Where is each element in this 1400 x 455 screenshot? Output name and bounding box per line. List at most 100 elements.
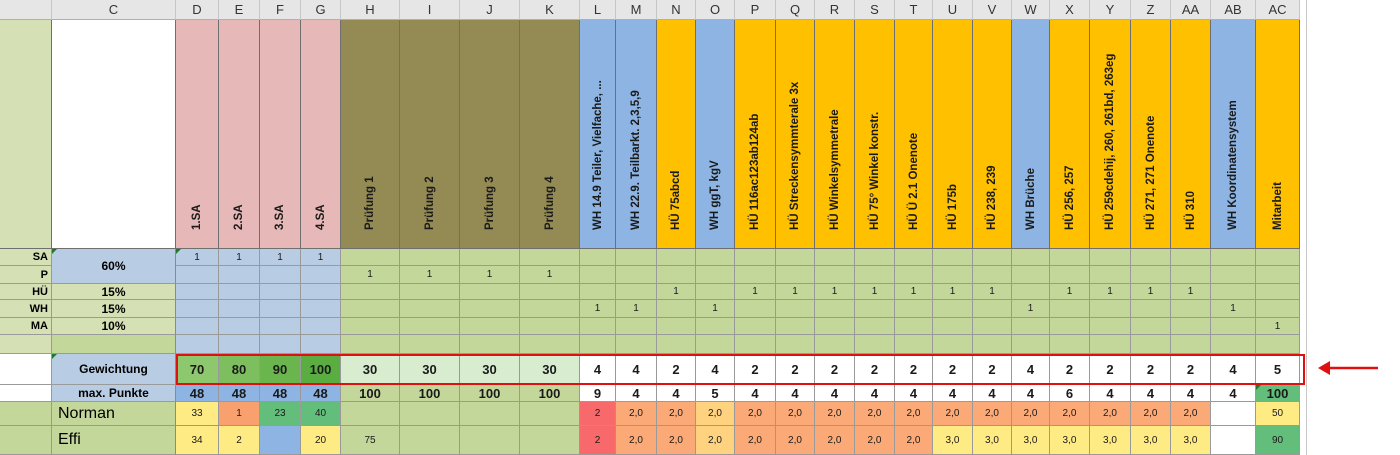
header-cell-k[interactable]: Prüfung 4	[520, 20, 580, 249]
category-mark[interactable]	[1211, 284, 1256, 300]
blank-cell[interactable]	[1211, 335, 1256, 354]
student-score[interactable]: 33	[176, 402, 219, 426]
blank-cell[interactable]	[776, 335, 815, 354]
category-mark[interactable]	[1211, 318, 1256, 335]
category-mark[interactable]: 1	[260, 249, 301, 266]
max-points-value[interactable]: 9	[580, 385, 616, 402]
column-header-corner[interactable]	[0, 0, 52, 20]
category-mark[interactable]	[895, 249, 933, 266]
header-cell-i[interactable]: Prüfung 2	[400, 20, 460, 249]
category-mark[interactable]: 1	[895, 284, 933, 300]
student-score[interactable]: 2,0	[776, 426, 815, 455]
blank-cell[interactable]	[696, 335, 735, 354]
max-points-value[interactable]: 4	[1171, 385, 1211, 402]
category-mark[interactable]: 1	[657, 284, 696, 300]
student-name[interactable]: Effi	[52, 426, 176, 455]
student-score[interactable]: 2,0	[815, 426, 855, 455]
weighting-value[interactable]: 4	[1012, 354, 1050, 385]
header-cell-aa[interactable]: HÜ 310	[1171, 20, 1211, 249]
row-label-student[interactable]	[0, 402, 52, 426]
category-mark[interactable]: 1	[696, 300, 735, 318]
column-header-g[interactable]: G	[301, 0, 341, 20]
student-score[interactable]	[1211, 402, 1256, 426]
student-score[interactable]: 2,0	[735, 426, 776, 455]
header-cell-u[interactable]: HÜ 175b	[933, 20, 973, 249]
weighting-value[interactable]: 2	[815, 354, 855, 385]
category-mark[interactable]: 1	[1050, 284, 1090, 300]
student-score[interactable]	[260, 426, 301, 455]
student-score[interactable]: 2,0	[696, 402, 735, 426]
blank-cell[interactable]	[855, 335, 895, 354]
category-mark[interactable]	[776, 249, 815, 266]
weighting-value[interactable]: 4	[616, 354, 657, 385]
category-mark[interactable]	[1090, 300, 1131, 318]
student-score[interactable]	[1211, 426, 1256, 455]
category-mark[interactable]	[460, 249, 520, 266]
student-score[interactable]: 90	[1256, 426, 1300, 455]
student-score[interactable]: 2,0	[657, 426, 696, 455]
header-cell-t[interactable]: HÜ Ü 2.1 Onenote	[895, 20, 933, 249]
student-score[interactable]: 3,0	[933, 426, 973, 455]
weighting-value[interactable]: 2	[855, 354, 895, 385]
category-mark[interactable]	[520, 300, 580, 318]
max-points-value[interactable]: 4	[776, 385, 815, 402]
category-mark[interactable]	[219, 318, 260, 335]
column-header-r[interactable]: R	[815, 0, 855, 20]
max-points-value[interactable]: 48	[176, 385, 219, 402]
student-score[interactable]: 2,0	[1050, 402, 1090, 426]
student-score[interactable]: 2,0	[696, 426, 735, 455]
category-mark[interactable]	[657, 318, 696, 335]
weighting-value[interactable]: 2	[776, 354, 815, 385]
category-mark[interactable]: 1	[933, 284, 973, 300]
student-score[interactable]: 3,0	[973, 426, 1012, 455]
header-cell-y[interactable]: HÜ 259cdehij, 260, 261bd, 263eg	[1090, 20, 1131, 249]
student-score[interactable]: 2,0	[657, 402, 696, 426]
category-mark[interactable]	[855, 249, 895, 266]
weighting-value[interactable]: 30	[400, 354, 460, 385]
blank-cell[interactable]	[520, 335, 580, 354]
category-mark[interactable]	[616, 266, 657, 284]
student-score[interactable]: 2,0	[616, 402, 657, 426]
column-header-ac[interactable]: AC	[1256, 0, 1300, 20]
weighting-value[interactable]: 4	[580, 354, 616, 385]
student-score[interactable]: 2,0	[933, 402, 973, 426]
category-mark[interactable]	[1211, 249, 1256, 266]
category-mark[interactable]	[895, 266, 933, 284]
student-score[interactable]: 2,0	[1131, 402, 1171, 426]
weighting-value[interactable]: 2	[735, 354, 776, 385]
column-header-c[interactable]: C	[52, 0, 176, 20]
category-mark[interactable]	[219, 284, 260, 300]
category-mark[interactable]	[657, 266, 696, 284]
column-header-o[interactable]: O	[696, 0, 735, 20]
column-header-u[interactable]: U	[933, 0, 973, 20]
max-points-value[interactable]: 4	[1012, 385, 1050, 402]
max-points-value[interactable]: 4	[973, 385, 1012, 402]
blank-cell[interactable]	[460, 335, 520, 354]
category-mark[interactable]: 1	[1171, 284, 1211, 300]
student-score[interactable]: 2	[219, 426, 260, 455]
header-cell-h[interactable]: Prüfung 1	[341, 20, 400, 249]
header-cell-n[interactable]: HÜ 75abcd	[657, 20, 696, 249]
column-header-k[interactable]: K	[520, 0, 580, 20]
max-points-value[interactable]: 5	[696, 385, 735, 402]
weighting-value[interactable]: 2	[973, 354, 1012, 385]
student-name[interactable]: Norman	[52, 402, 176, 426]
category-mark[interactable]: 1	[855, 284, 895, 300]
category-mark[interactable]	[341, 318, 400, 335]
max-points-value[interactable]: 100	[1256, 385, 1300, 402]
category-mark[interactable]	[301, 266, 341, 284]
category-mark[interactable]	[1131, 266, 1171, 284]
category-mark[interactable]	[1090, 249, 1131, 266]
blank-cell[interactable]	[260, 335, 301, 354]
category-mark[interactable]: 1	[520, 266, 580, 284]
header-cell-q[interactable]: HÜ Streckensymmterale 3x	[776, 20, 815, 249]
category-mark[interactable]	[815, 266, 855, 284]
category-mark[interactable]	[855, 266, 895, 284]
student-score[interactable]: 2,0	[735, 402, 776, 426]
category-mark[interactable]	[176, 266, 219, 284]
category-mark[interactable]	[933, 318, 973, 335]
column-header-e[interactable]: E	[219, 0, 260, 20]
row-label-ma[interactable]: MA	[0, 318, 52, 335]
category-mark[interactable]	[973, 249, 1012, 266]
category-mark[interactable]	[460, 284, 520, 300]
